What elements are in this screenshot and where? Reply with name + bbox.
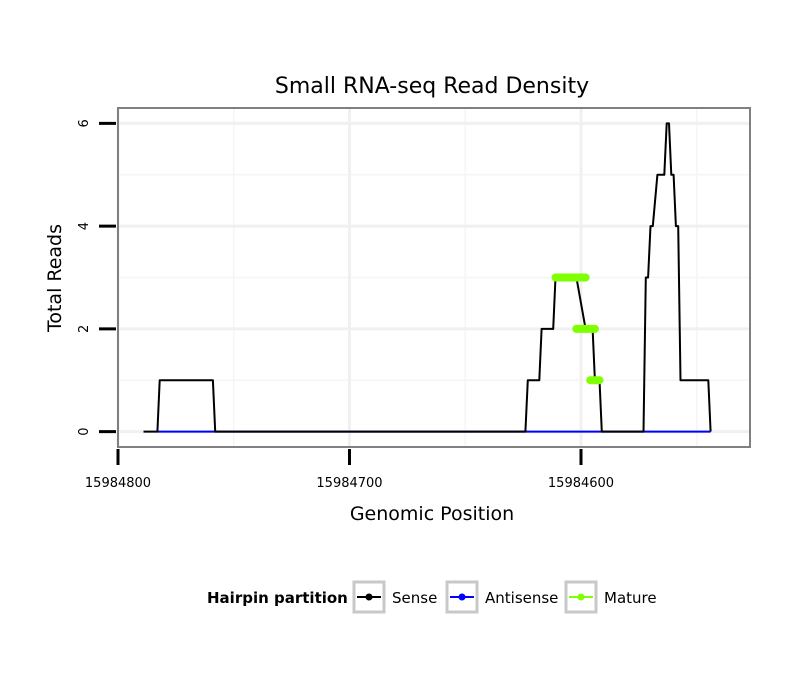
x-axis-label: Genomic Position xyxy=(350,503,514,525)
y-tick-label: 2 xyxy=(77,325,92,333)
x-tick-label: 15984600 xyxy=(548,476,614,491)
x-axis: 15984800 15984700 15984600 xyxy=(85,449,614,491)
series-line-sense xyxy=(143,122,712,433)
chart-title: Small RNA-seq Read Density xyxy=(275,74,589,99)
legend-key-box xyxy=(564,580,598,614)
y-axis: 0 2 4 6 xyxy=(77,119,116,436)
plot-panel-border xyxy=(117,107,751,448)
legend-key-point xyxy=(577,593,585,601)
legend-label: Mature xyxy=(604,589,657,607)
x-tick-label: 15984800 xyxy=(85,476,151,491)
legend-label: Antisense xyxy=(485,589,558,607)
legend: Hairpin partition Sense Antisense Mature xyxy=(207,580,657,614)
series-layer xyxy=(143,122,712,433)
y-tick-label: 4 xyxy=(77,222,92,230)
y-axis-label: Total Reads xyxy=(44,224,66,333)
legend-title: Hairpin partition xyxy=(207,589,348,607)
legend-item-antisense: Antisense xyxy=(445,580,558,614)
x-tick-label: 15984700 xyxy=(316,476,382,491)
legend-entries: Sense Antisense Mature xyxy=(352,580,657,614)
legend-label: Sense xyxy=(392,589,437,607)
legend-key-point xyxy=(458,593,466,601)
legend-item-sense: Sense xyxy=(352,580,437,614)
legend-key-point xyxy=(365,593,373,601)
y-tick-label: 6 xyxy=(77,119,92,127)
legend-item-mature: Mature xyxy=(564,580,657,614)
y-tick-label: 0 xyxy=(77,427,92,435)
